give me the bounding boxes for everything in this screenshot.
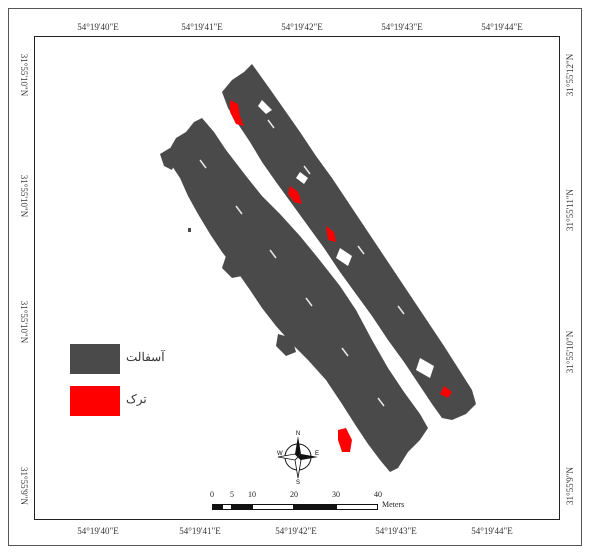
road-strip-west-edge-2 bbox=[222, 256, 242, 278]
road-strip-west bbox=[168, 118, 428, 472]
crack-area-4 bbox=[338, 428, 352, 452]
legend-item-asphalt: آسفالت bbox=[70, 344, 180, 374]
top-coord-2: 54°19'41"E bbox=[181, 22, 223, 32]
bottom-coord-1: 54°19'40"E bbox=[77, 526, 119, 536]
small-fragment bbox=[188, 228, 191, 232]
scale-seg-4 bbox=[252, 504, 294, 510]
scale-seg-2 bbox=[222, 504, 232, 510]
scale-tick-10: 10 bbox=[248, 490, 256, 499]
scale-tick-40: 40 bbox=[374, 490, 382, 499]
top-coord-4: 54°19'43"E bbox=[381, 22, 423, 32]
scale-unit: Meters bbox=[382, 500, 405, 509]
scale-tick-30: 30 bbox=[332, 490, 340, 499]
compass-e: E bbox=[315, 451, 319, 457]
road-strip-east bbox=[222, 64, 476, 420]
scale-seg-3 bbox=[232, 504, 252, 510]
legend-label-asphalt: آسفالت bbox=[126, 350, 165, 364]
compass-s: S bbox=[296, 480, 300, 484]
map-frame bbox=[34, 36, 560, 520]
scale-tick-20: 20 bbox=[290, 490, 298, 499]
compass-n: N bbox=[296, 431, 300, 437]
lane-gap-3 bbox=[416, 358, 434, 378]
bottom-coord-5: 54°19'44"E bbox=[471, 526, 513, 536]
crack-area-5 bbox=[440, 386, 452, 398]
road-strip-west-edge bbox=[160, 148, 176, 170]
crack-area-1 bbox=[230, 100, 244, 126]
scale-seg-6 bbox=[336, 504, 378, 510]
legend-item-crack: ترک bbox=[70, 386, 180, 416]
bottom-coord-3: 54°19'42"E bbox=[275, 526, 317, 536]
scale-tick-0: 0 bbox=[210, 490, 214, 499]
legend-swatch-crack bbox=[70, 386, 120, 416]
legend: آسفالت ترک bbox=[70, 344, 180, 424]
road-strip-west-edge-3 bbox=[276, 334, 296, 356]
top-coord-1: 54°19'40"E bbox=[77, 22, 119, 32]
legend-label-crack: ترک bbox=[126, 392, 147, 406]
scale-seg-1 bbox=[212, 504, 222, 510]
lane-gap-4 bbox=[296, 172, 308, 184]
bottom-coord-2: 54°19'41"E bbox=[179, 526, 221, 536]
map-outer-frame bbox=[8, 8, 582, 546]
scale-seg-5 bbox=[294, 504, 336, 510]
compass-w: W bbox=[277, 451, 283, 457]
compass-rose-icon: N E S W bbox=[277, 431, 319, 484]
lane-dashes bbox=[199, 119, 405, 407]
top-coord-5: 54°19'44"E bbox=[481, 22, 523, 32]
scale-bar: 0 5 10 20 30 40 Meters bbox=[210, 490, 420, 520]
crack-area-2 bbox=[288, 186, 302, 204]
top-coord-3: 54°19'42"E bbox=[281, 22, 323, 32]
scale-tick-5: 5 bbox=[230, 490, 234, 499]
bottom-coord-4: 54°19'43"E bbox=[375, 526, 417, 536]
crack-area-3 bbox=[326, 226, 336, 242]
legend-swatch-asphalt bbox=[70, 344, 120, 374]
lane-gap-2 bbox=[336, 248, 352, 266]
lane-gap-1 bbox=[258, 100, 272, 114]
